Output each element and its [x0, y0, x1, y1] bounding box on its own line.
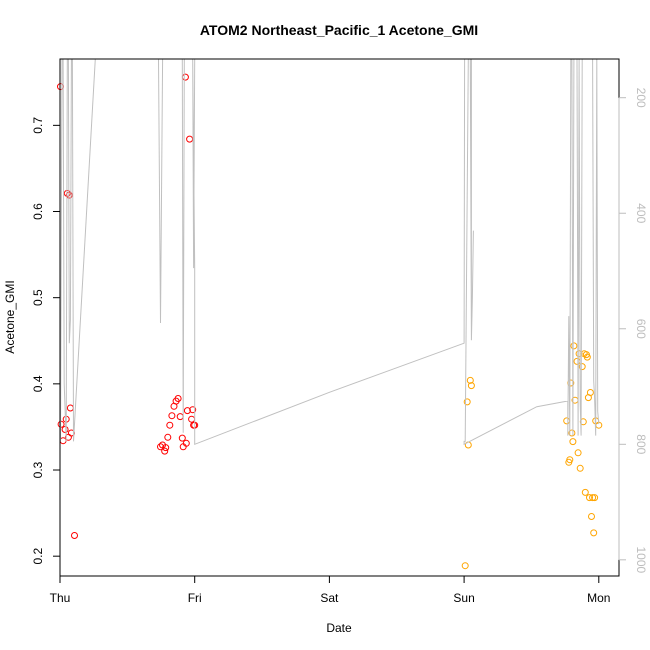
y-tick-label: 0.6 — [31, 203, 45, 220]
series-0-point — [168, 412, 176, 420]
y-tick-label: 0.7 — [31, 117, 45, 134]
chart-title: ATOM2 Northeast_Pacific_1 Acetone_GMI — [200, 22, 478, 38]
y-tick-label: 0.2 — [31, 548, 45, 565]
series-1-point — [575, 350, 583, 358]
series-0-point — [183, 407, 191, 415]
right-axis: 200 400 600 800 1000 — [618, 88, 648, 573]
series-1-point — [589, 494, 597, 502]
series-0-point — [161, 447, 169, 455]
x-tick-label: Sat — [320, 591, 339, 605]
series-0-point — [174, 395, 182, 402]
series-1-point — [569, 438, 577, 446]
series-1-point — [566, 456, 574, 464]
series-1-point — [586, 389, 594, 396]
series-1-point — [583, 353, 591, 361]
series-1-point — [467, 382, 475, 390]
series-0-point — [182, 439, 190, 447]
y-tick-label: 0.3 — [31, 461, 45, 478]
series-0-point — [189, 406, 197, 414]
series-0-point — [162, 444, 170, 452]
right-tick-label: 600 — [634, 319, 648, 339]
y-tick-label: 0.4 — [31, 375, 45, 392]
series-1-point — [574, 449, 582, 457]
series-1-point — [586, 494, 593, 502]
series-0-point — [178, 434, 186, 442]
series-1-point — [588, 513, 595, 520]
series-1-point — [578, 363, 586, 371]
series-1-point — [576, 464, 584, 472]
x-tick-label: Fri — [188, 591, 202, 605]
y-axis-label: Acetone_GMI — [3, 280, 17, 353]
series-1-point — [591, 494, 599, 502]
x-axis-label: Date — [326, 621, 352, 635]
x-axis: Thu Fri Sat Sun Mon — [50, 575, 610, 605]
series-0-point — [61, 426, 69, 433]
series-0-point — [157, 443, 164, 451]
series-1-point — [463, 398, 471, 406]
series-0-point — [166, 421, 174, 429]
x-tick-label: Mon — [587, 591, 610, 605]
series-0-point — [71, 532, 78, 539]
right-tick-label: 400 — [634, 203, 648, 223]
series-1-point — [590, 529, 598, 537]
right-tick-label: 1000 — [634, 546, 648, 573]
y-tick-label: 0.5 — [31, 289, 45, 306]
series-1-point — [570, 342, 578, 350]
series-1-point — [581, 488, 589, 496]
right-tick-label: 200 — [634, 88, 648, 108]
series-1-point — [568, 429, 576, 437]
y-axis: 0.2 0.3 0.4 0.5 0.6 0.7 — [31, 117, 61, 565]
series-1-point — [466, 376, 474, 384]
right-tick-label: 800 — [634, 434, 648, 454]
x-tick-label: Sun — [453, 591, 474, 605]
series-0-point — [57, 420, 65, 428]
series-1-point — [461, 562, 469, 570]
x-tick-label: Thu — [50, 591, 71, 605]
series-0-point — [164, 433, 172, 441]
